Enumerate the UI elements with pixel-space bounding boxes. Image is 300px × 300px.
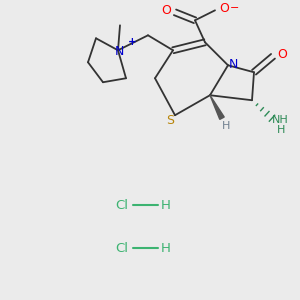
Text: H: H: [161, 199, 171, 212]
Text: H: H: [161, 242, 171, 255]
Text: N: N: [228, 58, 238, 71]
Text: O: O: [277, 48, 287, 61]
Text: H: H: [222, 121, 230, 131]
Text: N: N: [114, 45, 124, 58]
Text: NH: NH: [272, 115, 288, 125]
Polygon shape: [210, 95, 224, 119]
Text: O: O: [219, 2, 229, 15]
Text: Cl: Cl: [116, 199, 128, 212]
Text: +: +: [128, 37, 136, 47]
Text: H: H: [277, 125, 285, 135]
Text: S: S: [166, 114, 174, 127]
Text: O: O: [161, 4, 171, 17]
Text: Cl: Cl: [116, 242, 128, 255]
Text: −: −: [230, 3, 240, 13]
